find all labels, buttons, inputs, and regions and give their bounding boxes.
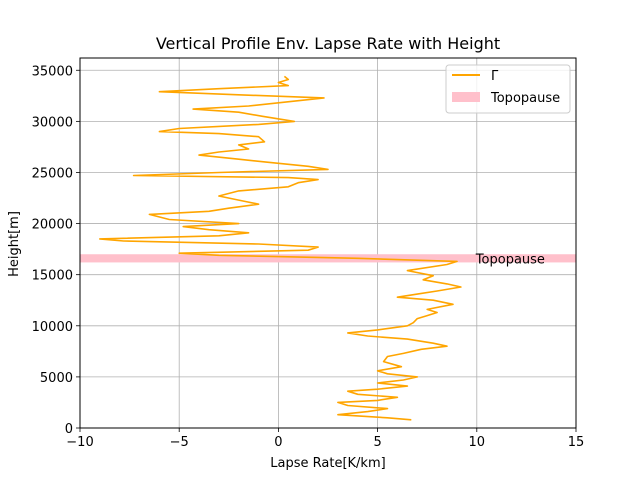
x-axis-label: Lapse Rate[K/km] [270,456,385,471]
legend-series-label: Γ [491,69,499,84]
y-tick-label: 30000 [32,115,73,130]
lapse-rate-line [99,75,462,421]
y-tick-label: 35000 [32,64,73,79]
series-layer [99,75,462,421]
x-tick-label: 5 [373,435,381,450]
x-tick-label: −10 [66,435,93,450]
x-tick-label: 15 [568,435,585,450]
y-tick-label: 20000 [32,218,73,233]
y-tick-label: 25000 [32,166,73,181]
annotation-layer: Topopause [475,252,545,267]
topopause-annotation: Topopause [475,252,545,267]
legend: Γ Topopause [445,64,571,114]
y-tick-label: 10000 [32,320,73,335]
y-tick-label: 5000 [40,371,73,386]
tick-layer: −10 −5 0 5 10 15 0 5000 10000 15000 20000 25000 3000… [32,64,585,450]
plot-frame [79,57,577,429]
chart-title: Vertical Profile Env. Lapse Rate with He… [156,34,500,53]
x-tick-label: 0 [274,435,282,450]
grid-layer [79,58,577,429]
x-tick-label: −5 [170,435,189,450]
legend-band-label: Topopause [490,91,560,106]
y-axis-label: Height[m] [7,211,22,277]
x-tick-label: 10 [469,435,486,450]
legend-band-swatch [452,92,480,102]
y-tick-label: 15000 [32,269,73,284]
y-tick-label: 0 [65,422,73,437]
